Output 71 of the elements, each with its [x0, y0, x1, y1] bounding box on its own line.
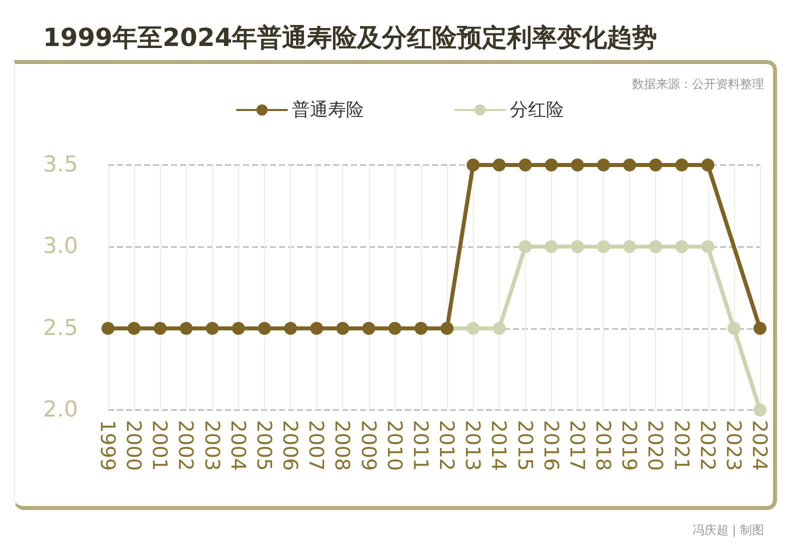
point [597, 158, 610, 172]
point [102, 322, 114, 335]
legend-label: 分红险 [510, 100, 564, 120]
point [362, 322, 376, 335]
point [518, 240, 532, 254]
x-tick-label: 2006 [278, 420, 303, 471]
point [206, 322, 219, 335]
x-tick-label: 2019 [618, 420, 642, 471]
x-tick-label: 2011 [408, 420, 433, 471]
x-tick-label: 1999 [96, 420, 120, 471]
point [675, 240, 688, 254]
point [570, 240, 584, 254]
x-tick-label: 2016 [539, 420, 564, 471]
point [180, 322, 193, 335]
point [492, 158, 506, 172]
x-tick-label: 2009 [356, 420, 381, 471]
point [623, 158, 636, 172]
point [518, 158, 532, 172]
x-tick-label: 2021 [670, 420, 694, 471]
source-note: 数据来源：公开资料整理 [632, 77, 764, 91]
text: 冯庆超 | 制图 [692, 523, 764, 537]
point [544, 240, 558, 254]
point [258, 322, 271, 335]
x-tick-label: 2014 [487, 420, 512, 471]
point [570, 158, 584, 172]
x-tick-label: 2000 [122, 420, 146, 471]
x-tick-label: 2003 [200, 420, 224, 471]
x-tick-label: 2022 [696, 420, 720, 471]
x-tick-label: 2020 [644, 420, 668, 471]
x-tick-label: 2008 [330, 420, 355, 471]
y-tick-label: 2.0 [43, 398, 78, 422]
point [466, 322, 480, 335]
point [492, 322, 506, 335]
point [754, 404, 766, 416]
point [675, 158, 688, 172]
point [544, 158, 558, 172]
legend-label: 普通寿险 [292, 100, 364, 120]
x-tick-label: 2002 [174, 420, 198, 471]
point [336, 322, 350, 335]
point [649, 158, 662, 172]
y-tick-label: 3.0 [43, 234, 78, 260]
x-tick-label: 2018 [592, 420, 616, 471]
point [232, 322, 245, 335]
x-tick-label: 2024 [748, 420, 772, 471]
x-tick-label: 2023 [722, 420, 746, 471]
point [154, 322, 167, 335]
x-tick-label: 2017 [565, 420, 590, 471]
point [284, 322, 298, 335]
point [701, 240, 714, 254]
point [623, 240, 636, 254]
point [649, 240, 662, 254]
x-tick-label: 2015 [513, 420, 538, 471]
x-tick-label: 2001 [148, 420, 172, 471]
point [597, 240, 610, 254]
point [414, 322, 428, 335]
x-tick-label: 2010 [382, 420, 407, 471]
x-tick-label: 2004 [226, 420, 250, 471]
chart-title: 1999年至2024年普通寿险及分红险预定利率变化趋势 [43, 23, 658, 52]
y-tick-label: 3.5 [43, 152, 78, 178]
point [310, 322, 324, 335]
point [727, 322, 740, 335]
point [701, 158, 714, 172]
point [388, 322, 402, 335]
x-tick-label: 2012 [435, 420, 460, 471]
x-tick-label: 2007 [304, 420, 329, 471]
y-tick-label: 2.5 [43, 316, 78, 341]
point [754, 322, 766, 335]
point [466, 158, 480, 172]
x-tick-label: 2005 [252, 420, 276, 471]
x-tick-label: 2013 [461, 420, 486, 471]
point [128, 322, 141, 335]
